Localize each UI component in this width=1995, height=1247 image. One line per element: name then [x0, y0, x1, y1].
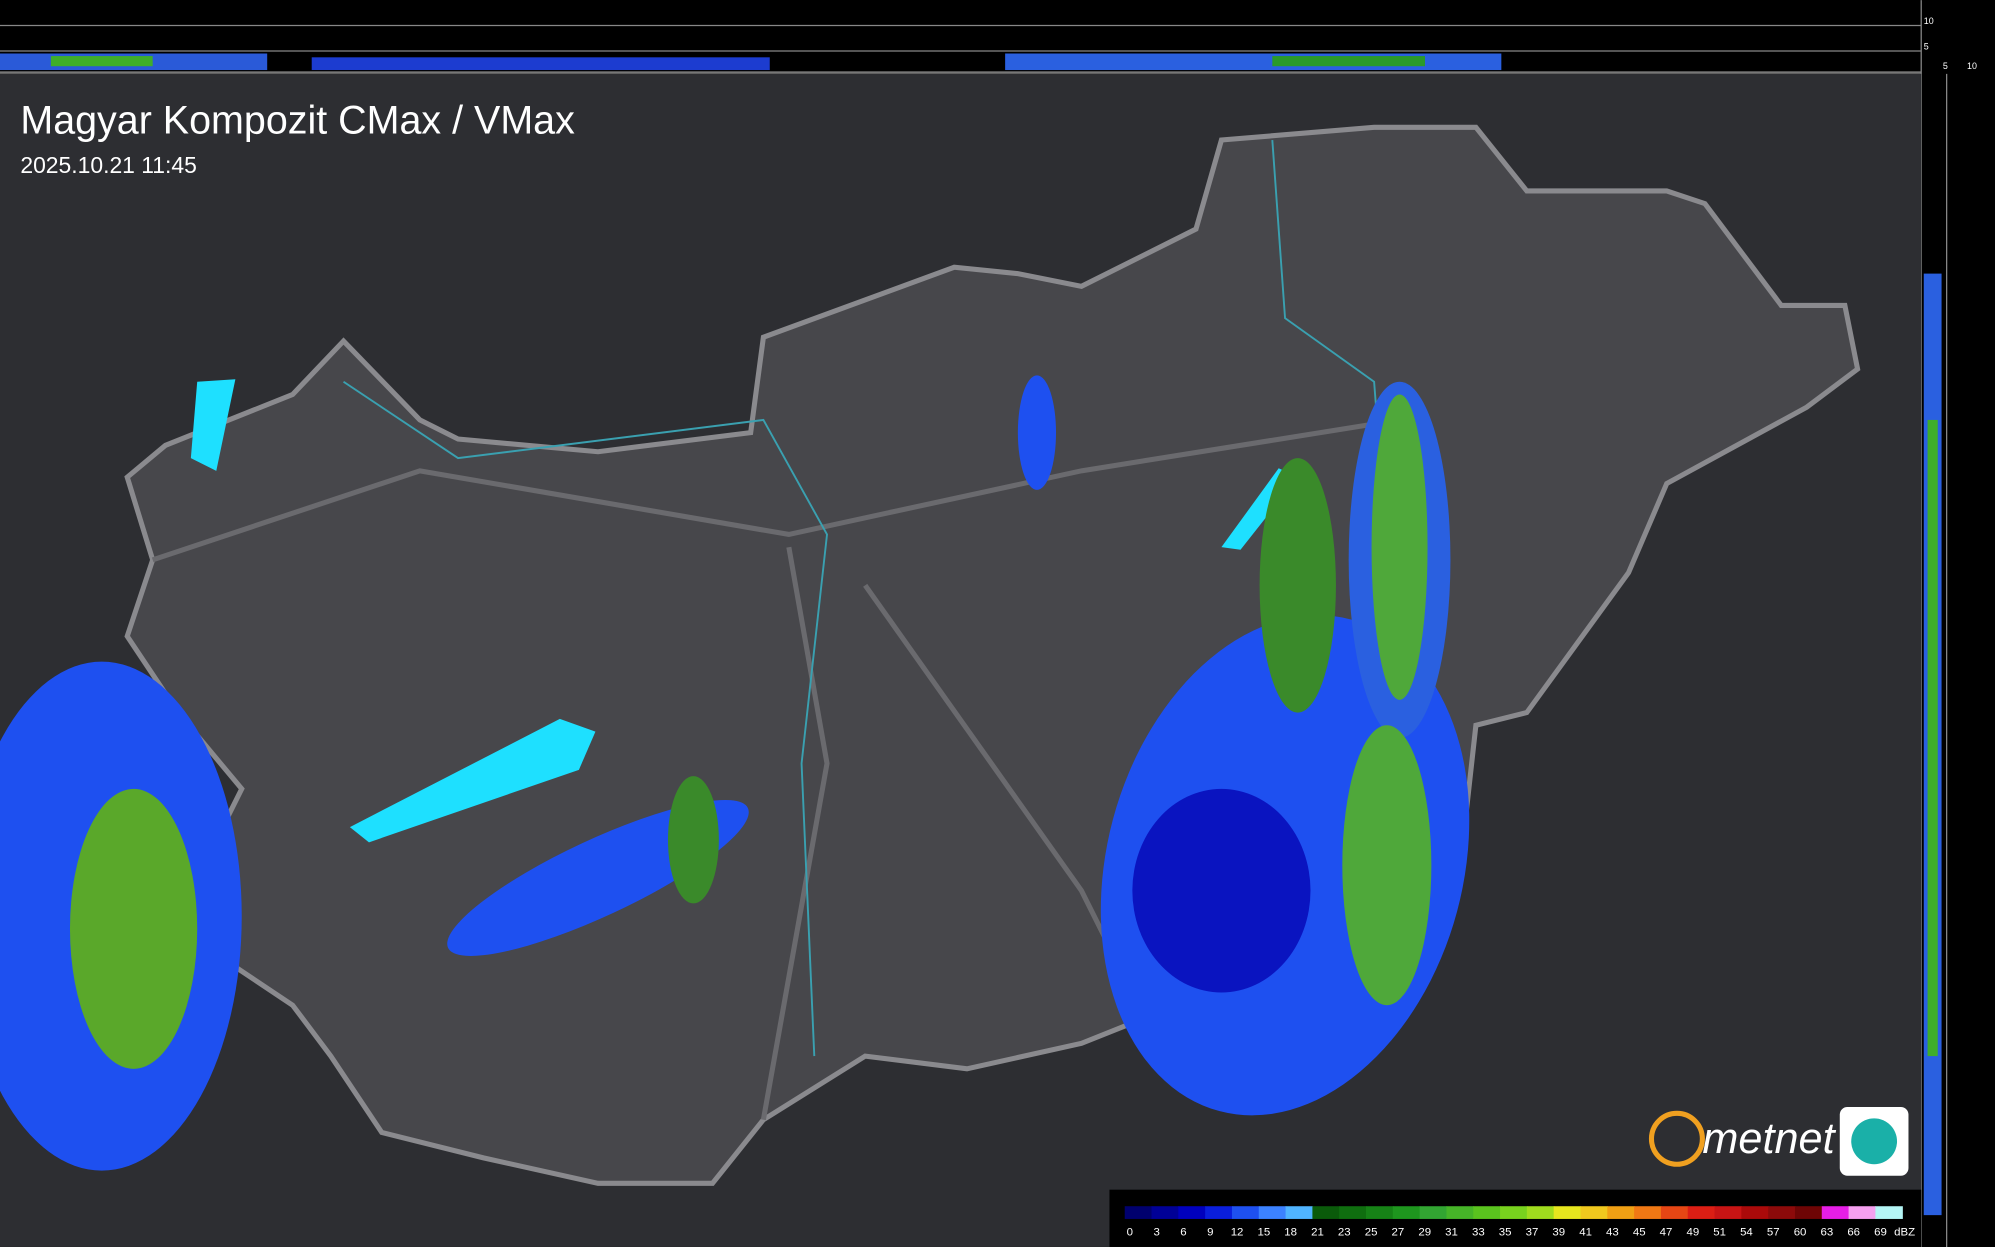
legend-label: 69 — [1874, 1226, 1887, 1238]
legend-swatch — [1580, 1206, 1608, 1219]
legend-label: 29 — [1418, 1226, 1431, 1238]
legend-swatch — [1285, 1206, 1314, 1219]
legend-swatch — [1178, 1206, 1206, 1219]
legend-swatch — [1258, 1206, 1287, 1219]
echo — [69, 788, 198, 1069]
legend-swatch — [1419, 1206, 1448, 1219]
legend-label: 63 — [1821, 1226, 1834, 1238]
legend-swatch — [1124, 1206, 1153, 1219]
legend-swatch — [1714, 1206, 1742, 1219]
legend-swatch — [1205, 1206, 1233, 1219]
legend-label: 37 — [1526, 1226, 1539, 1238]
legend-swatch — [1821, 1206, 1850, 1219]
legend-label: 49 — [1686, 1226, 1699, 1238]
echo — [1259, 458, 1336, 713]
legend-swatch — [1741, 1206, 1769, 1219]
legend-label: 18 — [1284, 1226, 1297, 1238]
strip-echo — [1005, 53, 1502, 71]
legend-unit: dBZ — [1894, 1226, 1915, 1238]
echo — [1371, 394, 1428, 700]
legend-label: 41 — [1579, 1226, 1592, 1238]
legend-swatch — [1231, 1206, 1260, 1219]
legend-swatch — [1151, 1206, 1179, 1219]
logo-swirl — [1851, 1118, 1898, 1165]
legend-label: 23 — [1338, 1226, 1351, 1238]
logo-sun — [1648, 1110, 1705, 1167]
legend-label: 43 — [1606, 1226, 1619, 1238]
legend-swatch — [1607, 1206, 1635, 1219]
strip-border — [0, 71, 1922, 74]
radar-echoes — [0, 375, 1470, 1171]
legend-label: 57 — [1767, 1226, 1780, 1238]
legend-label: 31 — [1445, 1226, 1458, 1238]
timestamp: 2025.10.21 11:45 — [20, 152, 197, 178]
lake — [190, 379, 236, 471]
lake — [349, 718, 596, 843]
strip-echo — [50, 56, 153, 67]
legend-label: 6 — [1180, 1226, 1186, 1238]
legend-swatch — [1446, 1206, 1474, 1219]
strip-echo — [1272, 56, 1425, 67]
logo: metnet — [1648, 1106, 1909, 1176]
legend-label: 27 — [1392, 1226, 1405, 1238]
logo-text: metnet — [1702, 1115, 1836, 1163]
echo — [1132, 788, 1311, 993]
legend-swatch — [1500, 1206, 1528, 1219]
legend-swatch — [1339, 1206, 1367, 1219]
legend-label: 60 — [1794, 1226, 1807, 1238]
legend-label: 0 — [1127, 1226, 1133, 1238]
legend-label: 47 — [1660, 1226, 1673, 1238]
title: Magyar Kompozit CMax / VMax — [20, 99, 575, 143]
legend-swatch — [1526, 1206, 1555, 1219]
echo — [1342, 725, 1432, 1006]
legend-swatch — [1312, 1206, 1340, 1219]
legend-label: 25 — [1365, 1226, 1378, 1238]
legend-swatch — [1366, 1206, 1394, 1219]
legend-label: 3 — [1153, 1226, 1159, 1238]
legend-swatch — [1875, 1206, 1903, 1219]
strip-echo — [311, 57, 770, 71]
legend-swatch — [1392, 1206, 1421, 1219]
legend-label: 15 — [1258, 1226, 1271, 1238]
legend: 0 3 6 9 12 15 18 21 23 25 27 29 31 33 35 37 39 41 43 45 47 49… — [1124, 1206, 1915, 1238]
axis-label: 5 — [1943, 61, 1948, 71]
legend-label: 35 — [1499, 1226, 1512, 1238]
legend-label: 9 — [1207, 1226, 1213, 1238]
legend-swatch — [1794, 1206, 1823, 1219]
legend-label: 51 — [1713, 1226, 1726, 1238]
legend-swatch — [1660, 1206, 1689, 1219]
axis-label: 10 — [1967, 61, 1977, 71]
axis-label: 10 — [1924, 16, 1934, 26]
legend-swatch — [1553, 1206, 1582, 1219]
legend-swatch — [1687, 1206, 1716, 1219]
legend-swatch — [1848, 1206, 1877, 1219]
legend-label: 21 — [1311, 1226, 1324, 1238]
legend-label: 39 — [1552, 1226, 1565, 1238]
echo — [667, 776, 719, 904]
legend-label: 33 — [1472, 1226, 1485, 1238]
legend-label: 45 — [1633, 1226, 1646, 1238]
echo — [1017, 375, 1057, 490]
axis-label: 5 — [1924, 42, 1929, 52]
legend-swatch — [1634, 1206, 1662, 1219]
legend-swatch — [1768, 1206, 1796, 1219]
legend-label: 54 — [1740, 1226, 1753, 1238]
legend-swatch — [1473, 1206, 1501, 1219]
legend-label: 66 — [1847, 1226, 1860, 1238]
strip-echo — [1927, 419, 1938, 1057]
legend-label: 12 — [1231, 1226, 1244, 1238]
